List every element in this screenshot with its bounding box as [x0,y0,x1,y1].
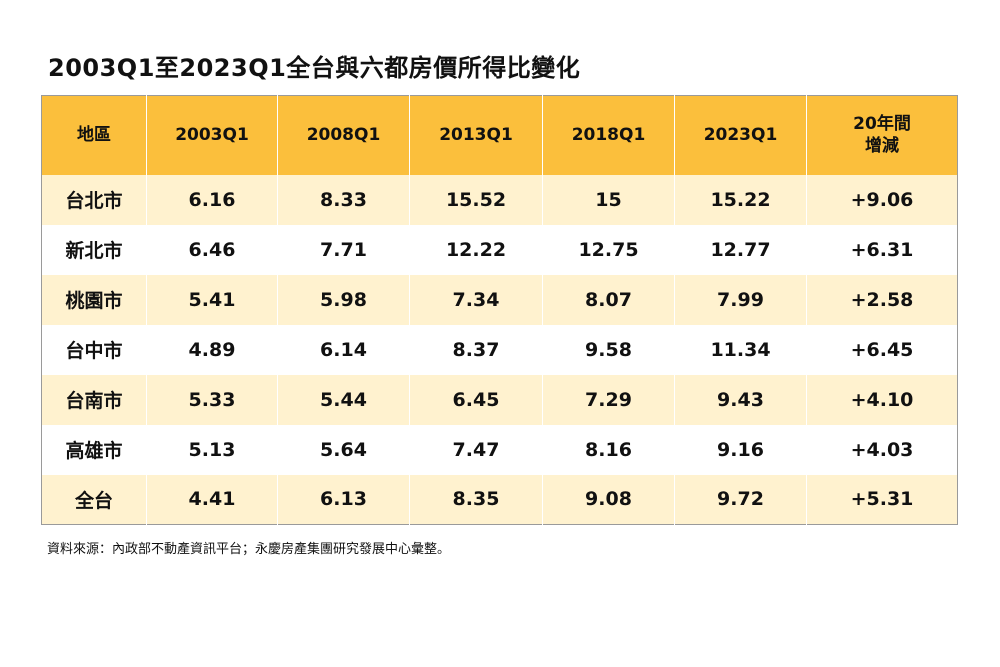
column-header: 2003Q1 [146,95,278,175]
value-cell: 8.33 [277,174,410,225]
price-income-ratio-table: 地區 2003Q1 2008Q1 2013Q1 2018Q1 2023Q1 20年間 增減 台… [41,95,958,525]
column-header-label: 20年間 [853,114,911,135]
value-cell: 5.33 [146,374,278,425]
value-cell: 7.34 [409,274,543,325]
value-cell: 15.22 [674,174,807,225]
column-header-label: 2013Q1 [439,125,513,146]
region-cell: 高雄市 [65,440,123,462]
value-cell: 5.98 [277,274,410,325]
value-cell: 4.41 [146,474,278,525]
table-row: 台南市 5.33 5.44 6.45 7.29 9.43 +4.10 [41,374,958,425]
value-cell: 6.16 [146,174,278,225]
column-header: 2013Q1 [409,95,543,175]
value-cell: 6.46 [146,224,278,275]
region-cell: 全台 [74,489,113,512]
column-header-label: 地區 [77,125,111,146]
value-cell: 9.72 [674,474,807,525]
column-header: 2008Q1 [277,95,410,175]
value-cell: +5.31 [806,474,958,525]
value-cell: 7.29 [542,374,675,425]
value-cell: +2.58 [806,274,958,325]
column-header-label: 增減 [865,136,899,157]
column-header-label: 2018Q1 [571,125,646,146]
value-cell: +4.03 [806,424,958,475]
value-cell: 11.34 [674,324,807,375]
table-header-row: 地區 2003Q1 2008Q1 2013Q1 2018Q1 2023Q1 20年間 增減 [41,95,958,175]
table-body: 台北市 6.16 8.33 15.52 15 15.22 +9.06 新北市 6.46 7.71 1… [41,174,958,525]
column-header-label: 2023Q1 [703,125,778,146]
value-cell: 7.47 [409,424,543,475]
value-cell: 6.13 [277,474,410,525]
value-cell: 9.16 [674,424,807,475]
value-cell: 15 [542,174,675,225]
table-row: 台中市 4.89 6.14 8.37 9.58 11.34 +6.45 [41,324,958,375]
value-cell: 6.45 [409,374,543,425]
table-row: 台北市 6.16 8.33 15.52 15 15.22 +9.06 [41,174,958,225]
column-header-label: 2008Q1 [306,125,381,146]
value-cell: 7.99 [674,274,807,325]
value-cell: 5.44 [277,374,410,425]
region-cell: 桃園市 [65,290,123,312]
table-row: 新北市 6.46 7.71 12.22 12.75 12.77 +6.31 [41,224,958,275]
value-cell: 12.22 [409,224,543,275]
column-header: 2018Q1 [542,95,675,175]
value-cell: +6.45 [806,324,958,375]
source-note: 資料來源：內政部不動產資訊平台；永慶房產集團研究發展中心彙整。 [47,542,451,557]
column-header: 地區 [42,96,147,175]
value-cell: 9.43 [674,374,807,425]
column-header: 2023Q1 [674,95,807,175]
region-cell: 台北市 [65,190,123,212]
value-cell: 9.58 [542,324,675,375]
chart-title: 2003Q1至2023Q1全台與六都房價所得比變化 [48,54,581,82]
value-cell: +9.06 [806,174,958,225]
value-cell: 8.16 [542,424,675,475]
value-cell: 9.08 [542,474,675,525]
value-cell: +4.10 [806,374,958,425]
value-cell: 6.14 [277,324,410,375]
region-cell: 台南市 [65,390,123,412]
value-cell: 12.77 [674,224,807,275]
region-cell: 台中市 [65,340,123,362]
region-cell: 新北市 [65,240,123,262]
column-header: 20年間 增減 [806,95,958,175]
value-cell: 8.35 [409,474,543,525]
table-row: 高雄市 5.13 5.64 7.47 8.16 9.16 +4.03 [41,424,958,475]
table-row: 全台 4.41 6.13 8.35 9.08 9.72 +5.31 [41,474,958,525]
value-cell: +6.31 [806,224,958,275]
value-cell: 15.52 [409,174,543,225]
value-cell: 5.64 [277,424,410,475]
table-row: 桃園市 5.41 5.98 7.34 8.07 7.99 +2.58 [41,274,958,325]
value-cell: 8.37 [409,324,543,375]
value-cell: 5.41 [146,274,278,325]
value-cell: 5.13 [146,424,278,475]
value-cell: 8.07 [542,274,675,325]
value-cell: 4.89 [146,324,278,375]
value-cell: 7.71 [277,224,410,275]
value-cell: 12.75 [542,224,675,275]
column-header-label: 2003Q1 [175,125,249,146]
